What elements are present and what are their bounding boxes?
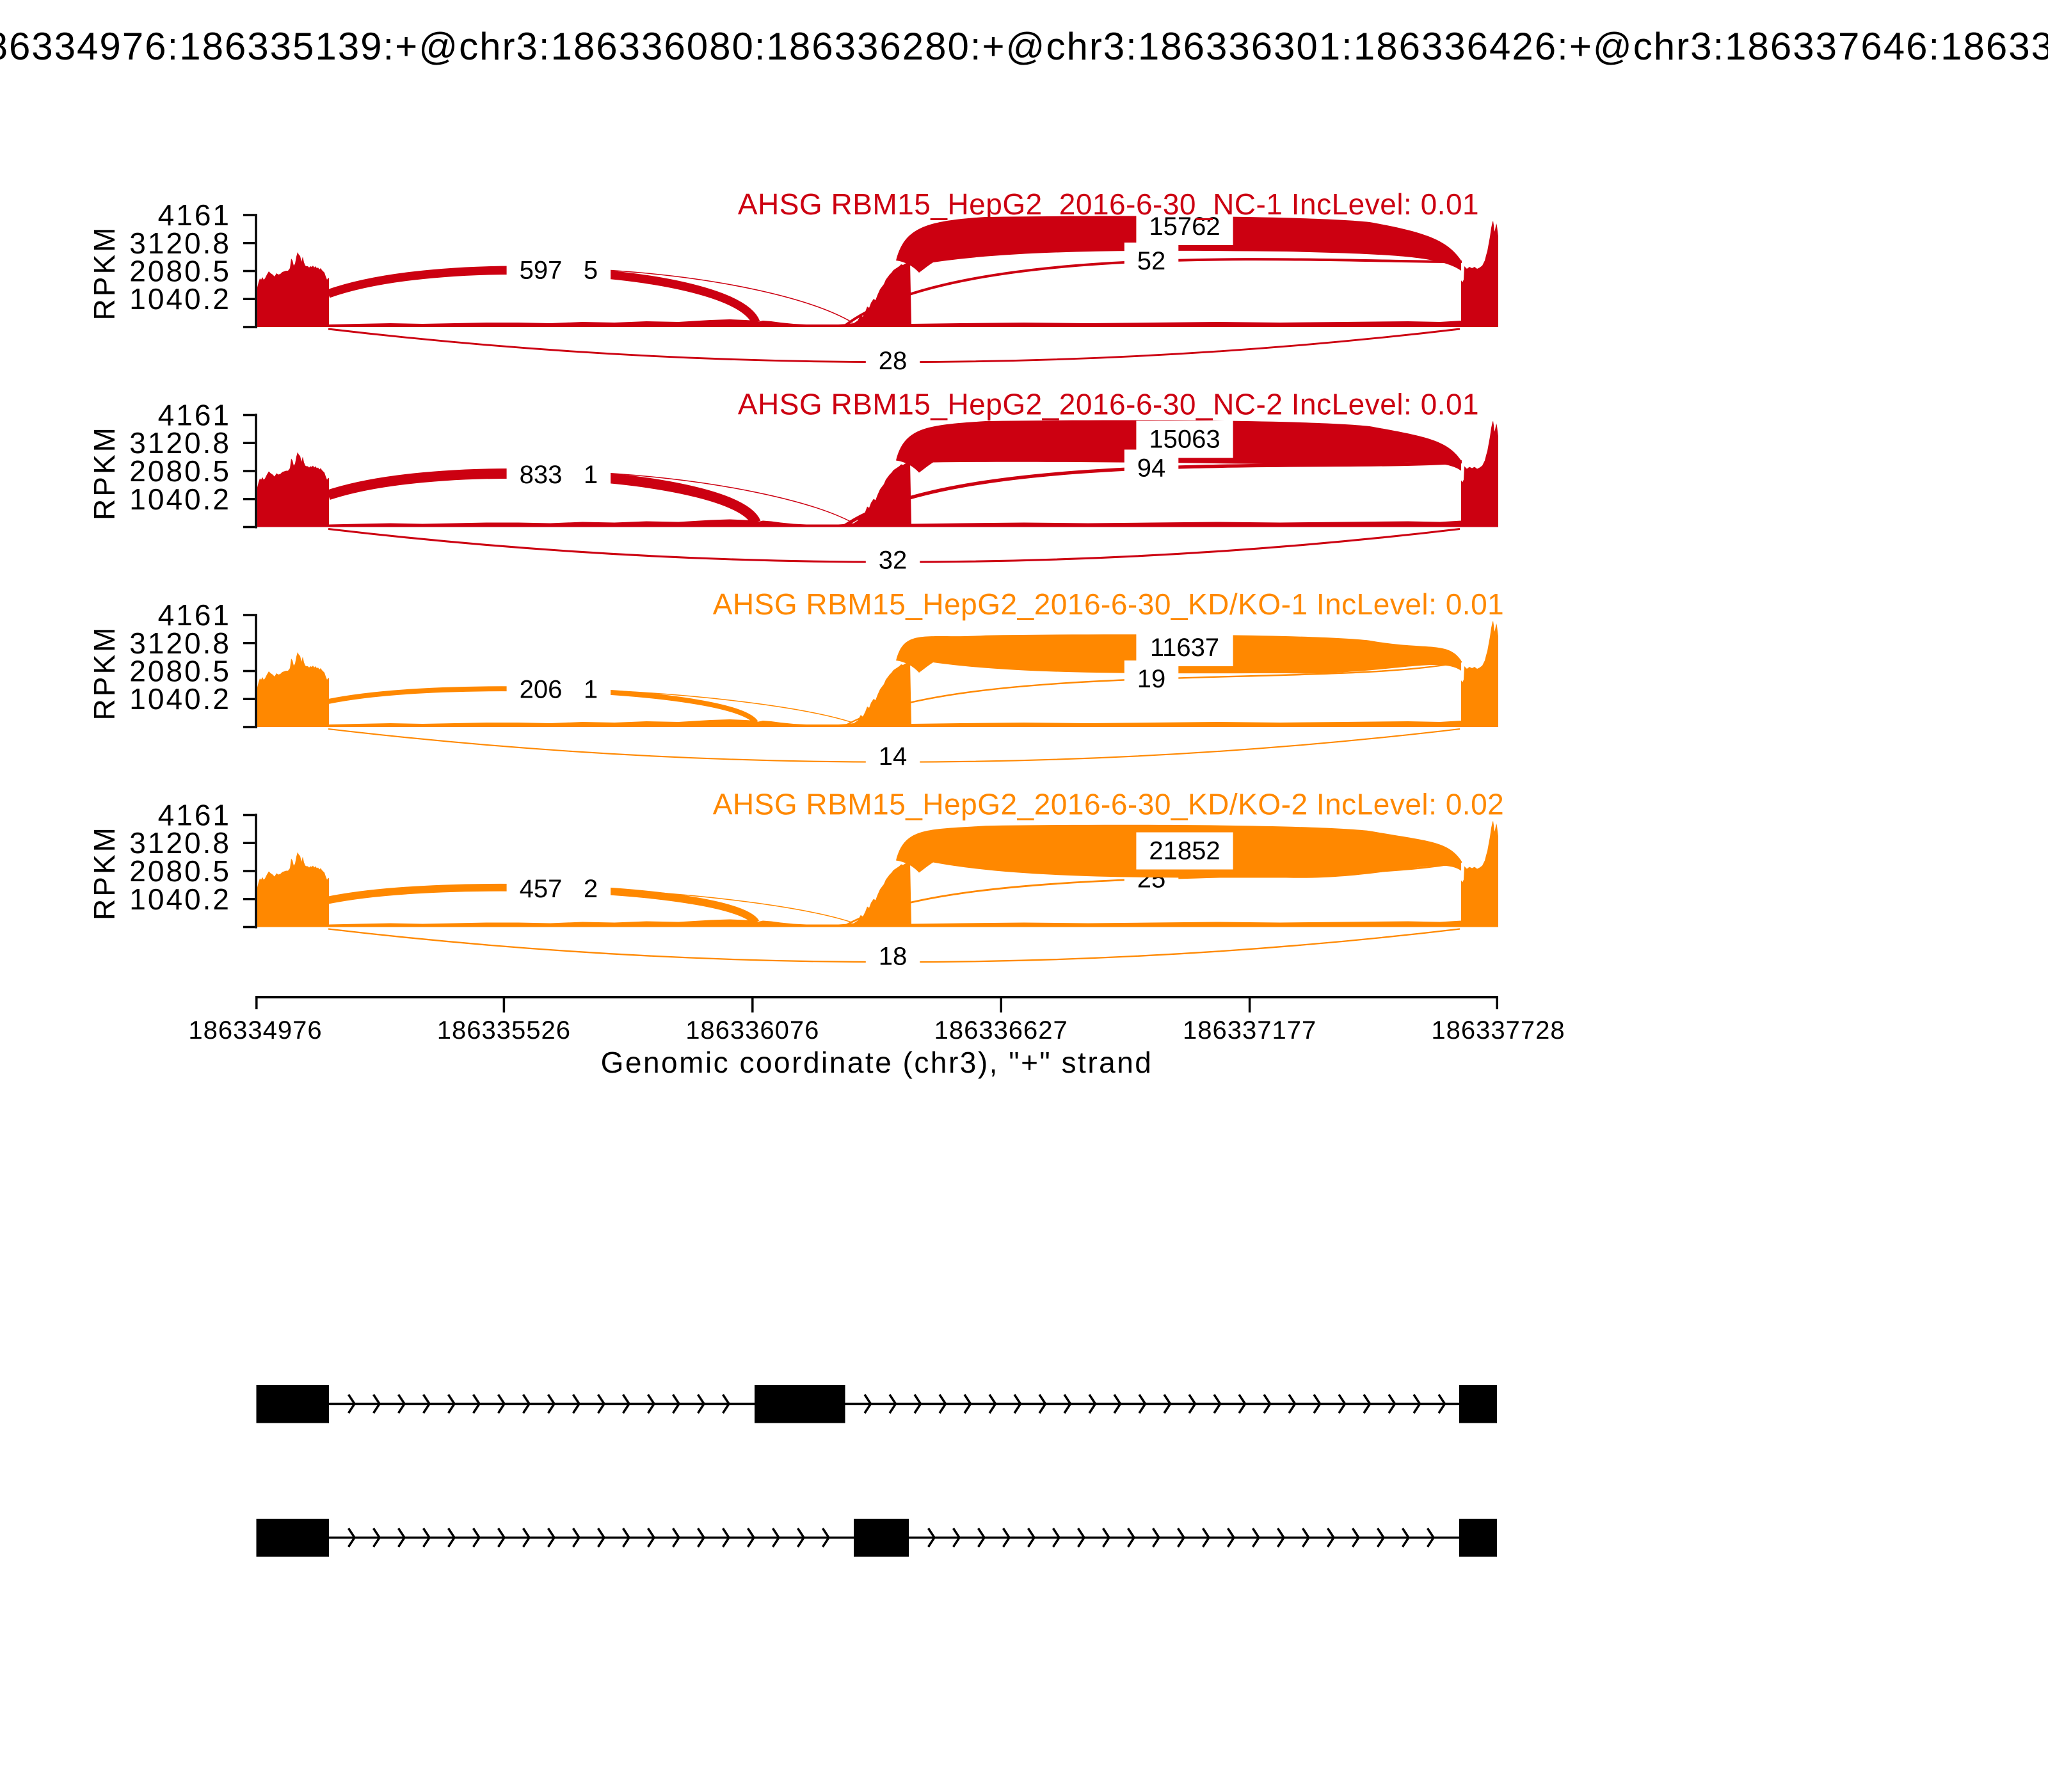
svg-text:1040.2: 1040.2 — [129, 282, 231, 316]
svg-text:11637: 11637 — [1150, 634, 1219, 662]
svg-text:AHSG RBM15_HepG2_2016-6-30_NC-: AHSG RBM15_HepG2_2016-6-30_NC-1 IncLevel… — [738, 188, 1479, 221]
svg-text:Genomic coordinate (chr3), "+": Genomic coordinate (chr3), "+" strand — [601, 1046, 1153, 1079]
svg-text:1: 1 — [584, 676, 598, 704]
svg-text:2080.5: 2080.5 — [129, 854, 231, 888]
svg-text:1040.2: 1040.2 — [129, 883, 231, 916]
svg-text:15762: 15762 — [1149, 212, 1220, 241]
svg-text:4161: 4161 — [158, 799, 231, 832]
svg-text:186337728: 186337728 — [1431, 1016, 1565, 1044]
svg-text:AHSG RBM15_HepG2_2016-6-30_KD/: AHSG RBM15_HepG2_2016-6-30_KD/KO-2 IncLe… — [713, 788, 1505, 821]
svg-text:AHSG RBM15_HepG2_2016-6-30_NC-: AHSG RBM15_HepG2_2016-6-30_NC-2 IncLevel… — [738, 388, 1479, 421]
svg-text:chr3:186334976:186335139:+@chr: chr3:186334976:186335139:+@chr3:18633608… — [0, 25, 2048, 68]
svg-text:2080.5: 2080.5 — [129, 655, 231, 688]
svg-text:186335526: 186335526 — [437, 1016, 571, 1044]
svg-text:15063: 15063 — [1149, 426, 1220, 454]
svg-text:5: 5 — [584, 257, 598, 285]
svg-text:RPKM: RPKM — [88, 425, 121, 520]
svg-text:186334976: 186334976 — [188, 1016, 322, 1044]
svg-text:AHSG RBM15_HepG2_2016-6-30_KD/: AHSG RBM15_HepG2_2016-6-30_KD/KO-1 IncLe… — [713, 588, 1505, 621]
svg-text:4161: 4161 — [158, 399, 231, 432]
svg-text:3120.8: 3120.8 — [129, 227, 231, 260]
svg-text:833: 833 — [520, 461, 563, 489]
svg-text:52: 52 — [1137, 247, 1166, 275]
svg-text:186337177: 186337177 — [1183, 1016, 1316, 1044]
svg-text:RPKM: RPKM — [88, 625, 121, 721]
svg-text:4161: 4161 — [158, 198, 231, 232]
svg-text:1: 1 — [584, 461, 598, 489]
svg-text:3120.8: 3120.8 — [129, 627, 231, 660]
svg-text:94: 94 — [1137, 454, 1166, 483]
svg-text:32: 32 — [879, 547, 908, 575]
svg-text:18: 18 — [879, 943, 908, 971]
svg-text:2: 2 — [584, 875, 598, 903]
svg-text:RPKM: RPKM — [88, 225, 121, 321]
svg-text:186336627: 186336627 — [934, 1016, 1068, 1044]
svg-text:RPKM: RPKM — [88, 825, 121, 920]
svg-text:186336076: 186336076 — [685, 1016, 819, 1044]
svg-text:3120.8: 3120.8 — [129, 426, 231, 460]
svg-text:1040.2: 1040.2 — [129, 682, 231, 716]
svg-text:597: 597 — [520, 257, 563, 285]
svg-text:3120.8: 3120.8 — [129, 826, 231, 860]
svg-text:2080.5: 2080.5 — [129, 454, 231, 488]
svg-text:28: 28 — [879, 347, 908, 375]
svg-text:21852: 21852 — [1149, 837, 1220, 865]
svg-text:457: 457 — [520, 875, 563, 903]
svg-text:1040.2: 1040.2 — [129, 483, 231, 516]
svg-text:206: 206 — [520, 676, 563, 704]
svg-text:2080.5: 2080.5 — [129, 255, 231, 288]
svg-text:19: 19 — [1137, 665, 1166, 693]
svg-text:4161: 4161 — [158, 598, 231, 632]
svg-text:14: 14 — [879, 742, 908, 771]
